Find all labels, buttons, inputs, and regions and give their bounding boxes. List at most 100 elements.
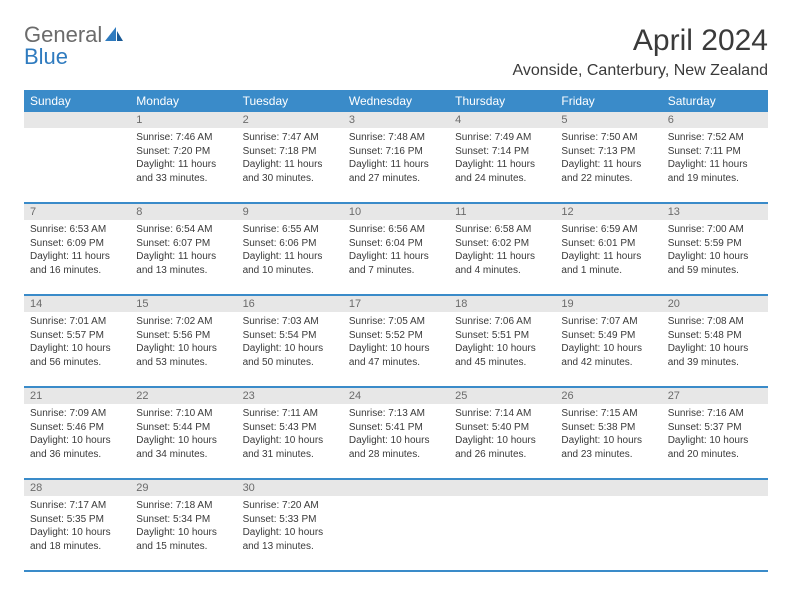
day-cell: Sunrise: 7:07 AMSunset: 5:49 PMDaylight:… — [555, 312, 661, 386]
title-block: April 2024 Avonside, Canterbury, New Zea… — [512, 24, 768, 80]
day-number: 8 — [130, 204, 236, 220]
daylight-text-2: and 24 minutes. — [455, 172, 549, 186]
sunset-text: Sunset: 6:06 PM — [243, 237, 337, 251]
logo-sail-icon — [104, 24, 124, 46]
week-block: 78910111213Sunrise: 6:53 AMSunset: 6:09 … — [24, 204, 768, 296]
sunset-text: Sunset: 6:01 PM — [561, 237, 655, 251]
day-number — [555, 480, 661, 496]
day-cell — [449, 496, 555, 570]
daylight-text-2: and 45 minutes. — [455, 356, 549, 370]
day-cell: Sunrise: 6:55 AMSunset: 6:06 PMDaylight:… — [237, 220, 343, 294]
sunset-text: Sunset: 5:48 PM — [668, 329, 762, 343]
week-row: Sunrise: 7:01 AMSunset: 5:57 PMDaylight:… — [24, 312, 768, 388]
daylight-text-2: and 31 minutes. — [243, 448, 337, 462]
daylight-text-1: Daylight: 10 hours — [136, 434, 230, 448]
day-cell: Sunrise: 7:47 AMSunset: 7:18 PMDaylight:… — [237, 128, 343, 202]
day-cell: Sunrise: 7:16 AMSunset: 5:37 PMDaylight:… — [662, 404, 768, 478]
logo-text-blue: Blue — [24, 44, 68, 69]
day-cell: Sunrise: 7:08 AMSunset: 5:48 PMDaylight:… — [662, 312, 768, 386]
daylight-text-2: and 16 minutes. — [30, 264, 124, 278]
daylight-text-2: and 42 minutes. — [561, 356, 655, 370]
day-cell: Sunrise: 7:49 AMSunset: 7:14 PMDaylight:… — [449, 128, 555, 202]
sunset-text: Sunset: 7:11 PM — [668, 145, 762, 159]
week-row: Sunrise: 6:53 AMSunset: 6:09 PMDaylight:… — [24, 220, 768, 296]
day-number: 24 — [343, 388, 449, 404]
day-number — [343, 480, 449, 496]
day-number: 7 — [24, 204, 130, 220]
sunrise-text: Sunrise: 7:00 AM — [668, 223, 762, 237]
day-number: 26 — [555, 388, 661, 404]
daylight-text-1: Daylight: 11 hours — [243, 250, 337, 264]
day-header-monday: Monday — [130, 90, 236, 112]
week-row: Sunrise: 7:46 AMSunset: 7:20 PMDaylight:… — [24, 128, 768, 204]
daylight-text-2: and 15 minutes. — [136, 540, 230, 554]
sunrise-text: Sunrise: 7:03 AM — [243, 315, 337, 329]
day-number: 16 — [237, 296, 343, 312]
day-cell: Sunrise: 6:54 AMSunset: 6:07 PMDaylight:… — [130, 220, 236, 294]
daylight-text-2: and 23 minutes. — [561, 448, 655, 462]
day-number: 25 — [449, 388, 555, 404]
weeks-container: 123456Sunrise: 7:46 AMSunset: 7:20 PMDay… — [24, 112, 768, 572]
daylight-text-1: Daylight: 10 hours — [349, 434, 443, 448]
sunset-text: Sunset: 7:14 PM — [455, 145, 549, 159]
sunset-text: Sunset: 5:46 PM — [30, 421, 124, 435]
day-number: 3 — [343, 112, 449, 128]
sunrise-text: Sunrise: 7:16 AM — [668, 407, 762, 421]
daylight-text-1: Daylight: 10 hours — [455, 434, 549, 448]
day-cell: Sunrise: 7:14 AMSunset: 5:40 PMDaylight:… — [449, 404, 555, 478]
daylight-text-1: Daylight: 11 hours — [243, 158, 337, 172]
daylight-text-1: Daylight: 11 hours — [136, 250, 230, 264]
sunrise-text: Sunrise: 7:47 AM — [243, 131, 337, 145]
day-cell: Sunrise: 6:58 AMSunset: 6:02 PMDaylight:… — [449, 220, 555, 294]
sunrise-text: Sunrise: 7:05 AM — [349, 315, 443, 329]
day-number — [662, 480, 768, 496]
day-number: 20 — [662, 296, 768, 312]
daylight-text-2: and 27 minutes. — [349, 172, 443, 186]
sunrise-text: Sunrise: 7:15 AM — [561, 407, 655, 421]
day-cell: Sunrise: 7:46 AMSunset: 7:20 PMDaylight:… — [130, 128, 236, 202]
day-header-wednesday: Wednesday — [343, 90, 449, 112]
day-cell: Sunrise: 7:50 AMSunset: 7:13 PMDaylight:… — [555, 128, 661, 202]
sunrise-text: Sunrise: 7:14 AM — [455, 407, 549, 421]
sunrise-text: Sunrise: 6:53 AM — [30, 223, 124, 237]
daylight-text-1: Daylight: 11 hours — [349, 158, 443, 172]
daylight-text-2: and 50 minutes. — [243, 356, 337, 370]
daylight-text-2: and 7 minutes. — [349, 264, 443, 278]
daylight-text-2: and 33 minutes. — [136, 172, 230, 186]
daylight-text-2: and 10 minutes. — [243, 264, 337, 278]
sunset-text: Sunset: 5:51 PM — [455, 329, 549, 343]
sunrise-text: Sunrise: 7:07 AM — [561, 315, 655, 329]
sunrise-text: Sunrise: 7:17 AM — [30, 499, 124, 513]
sunrise-text: Sunrise: 7:11 AM — [243, 407, 337, 421]
day-number: 27 — [662, 388, 768, 404]
daylight-text-1: Daylight: 11 hours — [455, 158, 549, 172]
day-cell: Sunrise: 7:18 AMSunset: 5:34 PMDaylight:… — [130, 496, 236, 570]
day-cell: Sunrise: 6:56 AMSunset: 6:04 PMDaylight:… — [343, 220, 449, 294]
sunrise-text: Sunrise: 7:10 AM — [136, 407, 230, 421]
day-cell: Sunrise: 7:48 AMSunset: 7:16 PMDaylight:… — [343, 128, 449, 202]
week-block: 14151617181920Sunrise: 7:01 AMSunset: 5:… — [24, 296, 768, 388]
day-number: 23 — [237, 388, 343, 404]
sunrise-text: Sunrise: 6:56 AM — [349, 223, 443, 237]
month-title: April 2024 — [512, 24, 768, 58]
daylight-text-2: and 19 minutes. — [668, 172, 762, 186]
day-number: 9 — [237, 204, 343, 220]
day-number — [449, 480, 555, 496]
calendar-page: General Blue April 2024 Avonside, Canter… — [0, 0, 792, 572]
daylight-text-2: and 22 minutes. — [561, 172, 655, 186]
week-block: 21222324252627Sunrise: 7:09 AMSunset: 5:… — [24, 388, 768, 480]
day-number: 21 — [24, 388, 130, 404]
day-cell: Sunrise: 7:02 AMSunset: 5:56 PMDaylight:… — [130, 312, 236, 386]
day-cell: Sunrise: 7:15 AMSunset: 5:38 PMDaylight:… — [555, 404, 661, 478]
daylight-text-2: and 20 minutes. — [668, 448, 762, 462]
day-number: 13 — [662, 204, 768, 220]
day-cell: Sunrise: 7:03 AMSunset: 5:54 PMDaylight:… — [237, 312, 343, 386]
sunset-text: Sunset: 5:44 PM — [136, 421, 230, 435]
day-number-row: 78910111213 — [24, 204, 768, 220]
day-cell: Sunrise: 7:09 AMSunset: 5:46 PMDaylight:… — [24, 404, 130, 478]
day-number: 4 — [449, 112, 555, 128]
sunrise-text: Sunrise: 7:20 AM — [243, 499, 337, 513]
day-number-row: 123456 — [24, 112, 768, 128]
sunrise-text: Sunrise: 7:52 AM — [668, 131, 762, 145]
day-cell: Sunrise: 6:53 AMSunset: 6:09 PMDaylight:… — [24, 220, 130, 294]
